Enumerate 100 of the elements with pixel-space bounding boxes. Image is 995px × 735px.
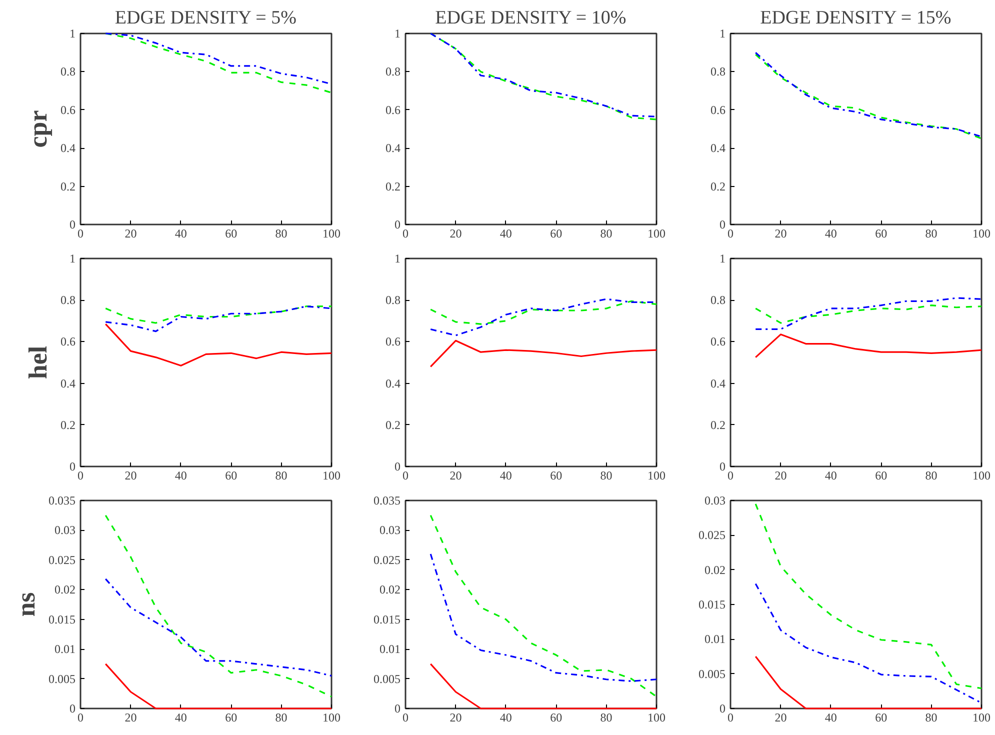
x-tick-label: 100 xyxy=(322,468,340,482)
x-tick-label: 80 xyxy=(925,468,938,482)
y-tick-label: 0.4 xyxy=(386,376,400,390)
x-tick-label: 80 xyxy=(925,710,938,724)
x-tick-label: 60 xyxy=(550,468,562,482)
y-tick-label: 0.6 xyxy=(60,102,76,117)
y-tick-label: 0.4 xyxy=(710,376,726,390)
x-tick-label: 60 xyxy=(875,226,888,240)
x-tick-label: 20 xyxy=(774,226,787,240)
y-tick-label: 0 xyxy=(70,702,76,716)
x-tick-label: 60 xyxy=(550,710,562,724)
y-tick-label: 0.2 xyxy=(386,418,400,432)
y-tick-label: 0.01 xyxy=(704,632,726,646)
y-tick-label: 0.03 xyxy=(54,523,76,538)
x-tick-label: 20 xyxy=(774,710,787,724)
y-tick-label: 0.6 xyxy=(710,102,726,117)
y-tick-label: 0.015 xyxy=(48,612,76,626)
chart-title: EDGE DENSITY = 15% xyxy=(760,8,952,28)
y-tick-label: 0.2 xyxy=(60,418,76,432)
y-axis-title: ns xyxy=(12,592,40,617)
y-tick-label: 0.6 xyxy=(386,102,400,117)
x-tick-label: 40 xyxy=(500,226,512,240)
y-tick-label: 0.8 xyxy=(710,64,726,79)
y-tick-label: 0.2 xyxy=(710,418,726,432)
y-tick-label: 0.8 xyxy=(710,293,726,308)
y-tick-label: 0.6 xyxy=(60,334,76,349)
x-tick-label: 20 xyxy=(124,226,137,240)
y-tick-label: 0.8 xyxy=(386,64,400,79)
y-tick-label: 0 xyxy=(720,460,726,474)
x-tick-label: 40 xyxy=(824,468,837,482)
y-tick-label: 1 xyxy=(720,26,726,40)
y-tick-label: 0 xyxy=(70,218,76,232)
y-tick-label: 0.035 xyxy=(48,494,76,508)
y-tick-label: 1 xyxy=(394,26,400,40)
x-tick-label: 100 xyxy=(972,468,990,482)
y-tick-label: 0.6 xyxy=(710,334,726,349)
y-tick-label: 0.025 xyxy=(698,528,726,542)
x-tick-label: 40 xyxy=(824,226,837,240)
y-tick-label: 0.6 xyxy=(386,334,400,349)
x-tick-label: 100 xyxy=(972,710,990,724)
x-tick-label: 40 xyxy=(174,710,187,724)
x-tick-label: 80 xyxy=(275,468,288,482)
y-tick-label: 0.015 xyxy=(698,598,726,612)
x-tick-label: 20 xyxy=(124,468,137,482)
y-tick-label: 0 xyxy=(394,218,400,232)
y-tick-label: 0.025 xyxy=(374,552,400,567)
x-tick-label: 40 xyxy=(500,468,512,482)
x-tick-label: 60 xyxy=(225,468,238,482)
x-tick-label: 20 xyxy=(450,226,462,240)
y-tick-label: 0 xyxy=(720,218,726,232)
x-tick-label: 100 xyxy=(322,226,340,240)
y-tick-label: 1 xyxy=(720,252,726,266)
y-tick-label: 0.4 xyxy=(710,141,726,156)
y-tick-label: 0.02 xyxy=(380,582,400,597)
x-tick-label: 40 xyxy=(174,226,187,240)
y-tick-label: 0.2 xyxy=(386,179,400,194)
y-tick-label: 0 xyxy=(394,702,400,716)
x-tick-label: 80 xyxy=(600,226,612,240)
x-tick-label: 20 xyxy=(774,468,787,482)
y-tick-label: 0.4 xyxy=(386,141,400,156)
y-tick-label: 0.015 xyxy=(374,612,400,626)
chart-title: EDGE DENSITY = 5% xyxy=(114,8,297,28)
y-tick-label: 0.005 xyxy=(698,666,726,681)
y-tick-label: 0.01 xyxy=(380,642,400,656)
y-tick-label: 0.2 xyxy=(60,179,76,194)
y-tick-label: 0 xyxy=(720,702,726,716)
y-tick-label: 0.03 xyxy=(704,494,726,508)
x-tick-label: 60 xyxy=(875,468,888,482)
y-tick-label: 1 xyxy=(70,252,76,266)
y-tick-label: 0.005 xyxy=(374,672,400,686)
x-tick-label: 80 xyxy=(925,226,938,240)
x-tick-label: 60 xyxy=(550,226,562,240)
y-tick-label: 0.03 xyxy=(380,523,400,538)
x-tick-label: 60 xyxy=(225,710,238,724)
y-tick-label: 0.8 xyxy=(60,64,76,79)
y-tick-label: 1 xyxy=(70,26,76,40)
x-tick-label: 60 xyxy=(225,226,238,240)
y-axis-title: hel xyxy=(24,346,52,380)
y-tick-label: 0.005 xyxy=(48,672,76,686)
y-tick-label: 1 xyxy=(394,252,400,266)
x-tick-label: 40 xyxy=(824,710,837,724)
y-tick-label: 0 xyxy=(394,460,400,474)
x-tick-label: 100 xyxy=(322,710,340,724)
x-tick-label: 20 xyxy=(450,710,462,724)
y-tick-label: 0.02 xyxy=(704,562,726,577)
chart-title: EDGE DENSITY = 10% xyxy=(435,8,626,28)
x-tick-label: 80 xyxy=(275,710,288,724)
y-tick-label: 0.4 xyxy=(60,376,76,390)
x-tick-label: 100 xyxy=(648,226,666,240)
x-tick-label: 80 xyxy=(600,468,612,482)
y-tick-label: 0.4 xyxy=(60,141,76,156)
x-tick-label: 20 xyxy=(124,710,137,724)
y-tick-label: 0.01 xyxy=(54,642,76,656)
y-tick-label: 0.8 xyxy=(60,293,76,308)
x-tick-label: 60 xyxy=(875,710,888,724)
x-tick-label: 100 xyxy=(648,468,666,482)
y-tick-label: 0.035 xyxy=(374,494,400,508)
y-tick-label: 0.8 xyxy=(386,293,400,308)
y-tick-label: 0.02 xyxy=(54,582,76,597)
y-tick-label: 0.025 xyxy=(48,552,76,567)
